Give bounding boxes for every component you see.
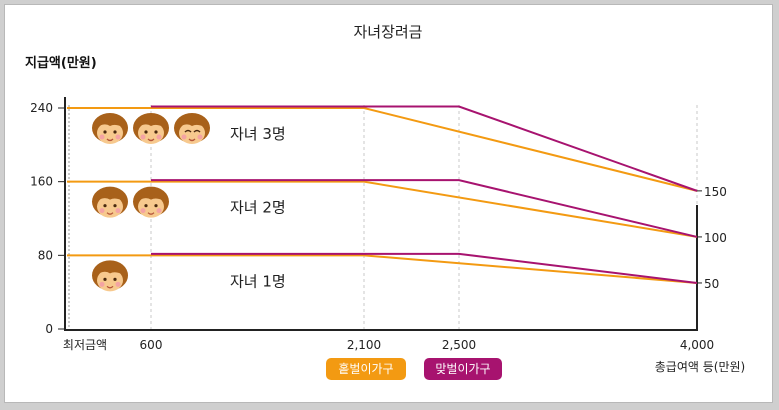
right-tick-label: 50 bbox=[704, 277, 719, 291]
series-line bbox=[151, 105, 698, 192]
series-line bbox=[67, 107, 698, 192]
child-icons bbox=[92, 113, 210, 292]
x-tick-label: 4,000 bbox=[680, 338, 714, 352]
chart-canvas: 자녀장려금 지급액(만원) 0 80 160 240 600 2,100 2,500 4,00… bbox=[25, 23, 745, 374]
y-axis-label: 지급액(만원) bbox=[25, 55, 97, 71]
child-face-icon bbox=[92, 186, 128, 218]
child-face-icon bbox=[133, 186, 169, 218]
series-line bbox=[67, 254, 698, 284]
group-label: 자녀 3명 bbox=[230, 125, 286, 143]
chart-title: 자녀장려금 bbox=[353, 23, 422, 41]
child-face-icon bbox=[174, 113, 210, 144]
chart-frame: 자녀장려금 지급액(만원) 0 80 160 240 600 2,100 2,500 4,00… bbox=[4, 4, 773, 403]
legend-item: 홑벌이가구 bbox=[326, 358, 406, 380]
x-tick-label: 2,100 bbox=[347, 338, 381, 352]
child-face-icon bbox=[92, 113, 128, 144]
right-tick-label: 150 bbox=[704, 185, 727, 199]
y-tick-label: 0 bbox=[45, 322, 53, 336]
child-face-icon bbox=[133, 113, 169, 144]
y-tick-label: 80 bbox=[38, 248, 53, 262]
series-lines bbox=[67, 105, 698, 284]
axes bbox=[58, 97, 702, 331]
x-tick-label: 600 bbox=[140, 338, 163, 352]
right-tick-label: 100 bbox=[704, 231, 727, 245]
y-tick-label: 240 bbox=[30, 101, 53, 115]
group-label: 자녀 2명 bbox=[230, 199, 286, 217]
y-tick-label: 160 bbox=[30, 175, 53, 189]
series-line bbox=[151, 179, 698, 238]
x-tick-label: 2,500 bbox=[442, 338, 476, 352]
child-face-icon bbox=[92, 260, 128, 292]
series-line bbox=[151, 252, 698, 284]
x-axis-label: 총급여액 등(만원) bbox=[655, 360, 745, 374]
legend-item: 맞벌이가구 bbox=[424, 358, 502, 380]
series-line bbox=[67, 180, 698, 238]
group-label: 자녀 1명 bbox=[230, 272, 286, 290]
x-origin-label: 최저금액 bbox=[63, 338, 107, 352]
